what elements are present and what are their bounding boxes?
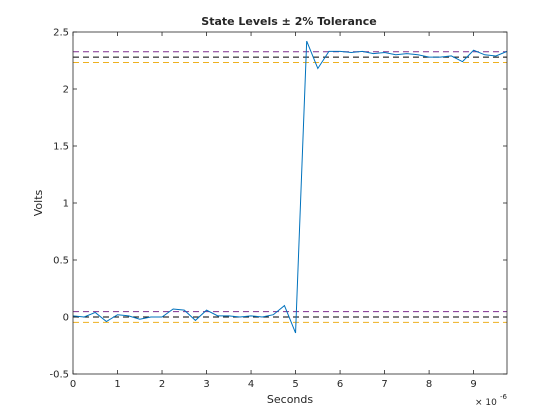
y-tick-label: 0.5 <box>53 256 69 267</box>
y-tick-label: 1 <box>63 199 69 210</box>
x-axis-label: Seconds <box>267 393 313 406</box>
x-tick-label: 9 <box>470 379 476 390</box>
x-tick-label: 5 <box>292 379 298 390</box>
y-tick-label: 0 <box>63 313 69 324</box>
series-layer <box>72 40 508 334</box>
x-axis: 0 1 2 3 4 5 6 7 8 9 <box>70 32 477 390</box>
y-tick-label: -0.5 <box>49 370 69 381</box>
y-tick-label: 2.5 <box>53 28 69 39</box>
x-tick-label: 1 <box>114 379 120 390</box>
x-tick-label: 7 <box>381 379 387 390</box>
y-axis-label: Volts <box>32 189 45 216</box>
y-tick-label: 1.5 <box>53 142 69 153</box>
y-tick-label: 2 <box>63 85 69 96</box>
x-tick-label: 3 <box>203 379 209 390</box>
x-tick-label: 6 <box>337 379 343 390</box>
plot-area <box>72 31 508 375</box>
x-exponent-base: × 10 <box>475 398 497 408</box>
signal-series-line <box>72 40 508 334</box>
y-axis: -0.5 0 0.5 1 1.5 2 2.5 <box>49 28 507 381</box>
x-tick-label: 4 <box>248 379 254 390</box>
x-tick-label: 0 <box>70 379 76 390</box>
x-exponent-power: -6 <box>500 393 508 401</box>
x-tick-label: 2 <box>159 379 165 390</box>
chart-title: State Levels ± 2% Tolerance <box>201 15 376 28</box>
x-axis-exponent: × 10 -6 <box>475 393 508 408</box>
x-tick-label: 8 <box>426 379 432 390</box>
